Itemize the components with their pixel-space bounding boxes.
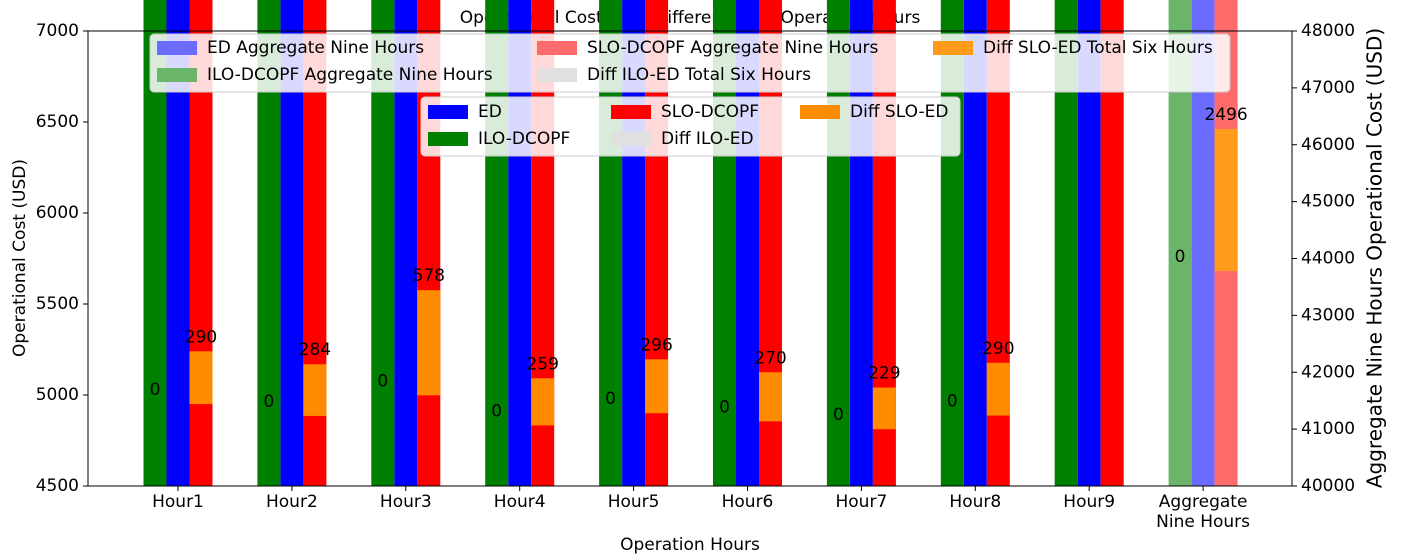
y-tick-label: 7000 [36,21,79,41]
bar [189,351,213,405]
x-tick-label: Hour9 [1063,492,1116,512]
data-label: 0 [605,389,616,409]
data-label: 0 [263,392,274,412]
legend-swatch [611,105,651,119]
data-label: 0 [719,397,730,417]
data-label: 0 [377,371,388,391]
legend-label: ILO-DCOPF Aggregate Nine Hours [207,65,493,85]
y2-tick-label: 42000 [1301,362,1355,382]
bar [371,0,395,486]
bar [1214,129,1238,272]
y-tick-label: 6500 [36,112,79,132]
y2-axis-label: Aggregate Nine Hours Operational Cost (U… [1363,28,1387,488]
data-label: 0 [947,392,958,412]
bar [303,364,327,416]
data-label: 290 [185,327,217,347]
bar [280,0,304,486]
legend-label: SLO-DCOPF Aggregate Nine Hours [587,38,878,58]
y-tick-label: 5000 [36,385,79,405]
y2-tick-label: 47000 [1301,78,1355,98]
legend-swatch [800,105,840,119]
legend-swatch [428,132,468,146]
legend-swatch [157,68,197,82]
bar [986,362,1010,416]
data-label: 0 [491,401,502,421]
bar [645,359,669,414]
legend-swatch [537,41,577,55]
bar [166,0,190,487]
data-label: 0 [1175,247,1186,267]
x-tick-label: Hour7 [835,492,888,512]
data-label: 0 [150,380,161,400]
data-label: 229 [868,364,900,384]
bar [963,0,987,487]
y2-tick-label: 46000 [1301,135,1355,155]
data-label: 259 [526,354,558,374]
bar [531,378,555,426]
y2-tick-label: 48000 [1301,21,1355,41]
y2-tick-label: 45000 [1301,192,1355,212]
data-label: 270 [754,348,786,368]
legend-label: ILO-DCOPF [478,129,570,149]
y2-tick-label: 43000 [1301,305,1355,325]
legend-swatch [611,132,651,146]
legend-swatch [537,68,577,82]
y2-tick-label: 40000 [1301,476,1355,496]
x-axis-label: Operation Hours [620,535,760,555]
bar [1168,0,1192,486]
bar [1100,0,1124,486]
legend-label: Diff ILO-ED Total Six Hours [587,65,811,85]
plot-frame [87,30,1293,487]
legend-label: Diff ILO-ED [661,129,754,149]
bar [1077,0,1101,486]
bar [759,372,782,422]
x-tick-label: Aggregate Nine Hours [1156,492,1251,532]
data-label: 0 [833,405,844,425]
data-label: 578 [413,266,445,286]
x-tick-label: Hour2 [266,492,318,512]
x-tick-label: Hour6 [721,492,774,512]
x-tick-label: Hour8 [949,492,1002,512]
bar [1191,0,1215,486]
y2-tick-label: 41000 [1301,419,1355,439]
bar [872,387,896,430]
y-tick-label: 5500 [36,294,79,314]
legend-label: ED [478,102,502,122]
legend-swatch [933,41,973,55]
x-tick-label: Hour4 [493,492,546,512]
y-tick-label: 4500 [36,476,79,496]
y-axis-label: Operational Cost (USD) [10,159,30,357]
legend-label: SLO-DCOPF [661,102,759,122]
legend-label: ED Aggregate Nine Hours [207,38,424,58]
data-label: 2496 [1204,105,1247,125]
legend-label: Diff SLO-ED [850,102,948,122]
bar [1054,0,1078,486]
data-label: 284 [299,340,331,360]
chart-title: Operational Costs and Differences vs Ope… [460,8,921,28]
bar [143,0,167,487]
y2-tick-label: 44000 [1301,249,1355,269]
x-tick-label: Hour1 [152,492,204,512]
y-tick-label: 6000 [36,203,79,223]
bar [257,0,281,486]
legend-swatch [428,105,468,119]
legend-swatch [157,41,197,55]
legend-label: Diff SLO-ED Total Six Hours [983,38,1213,58]
x-tick-label: Hour3 [379,492,432,512]
data-label: 296 [640,335,672,355]
x-tick-label: Hour5 [607,492,660,512]
bar [394,0,418,486]
bar [417,290,441,396]
data-label: 290 [982,339,1014,359]
